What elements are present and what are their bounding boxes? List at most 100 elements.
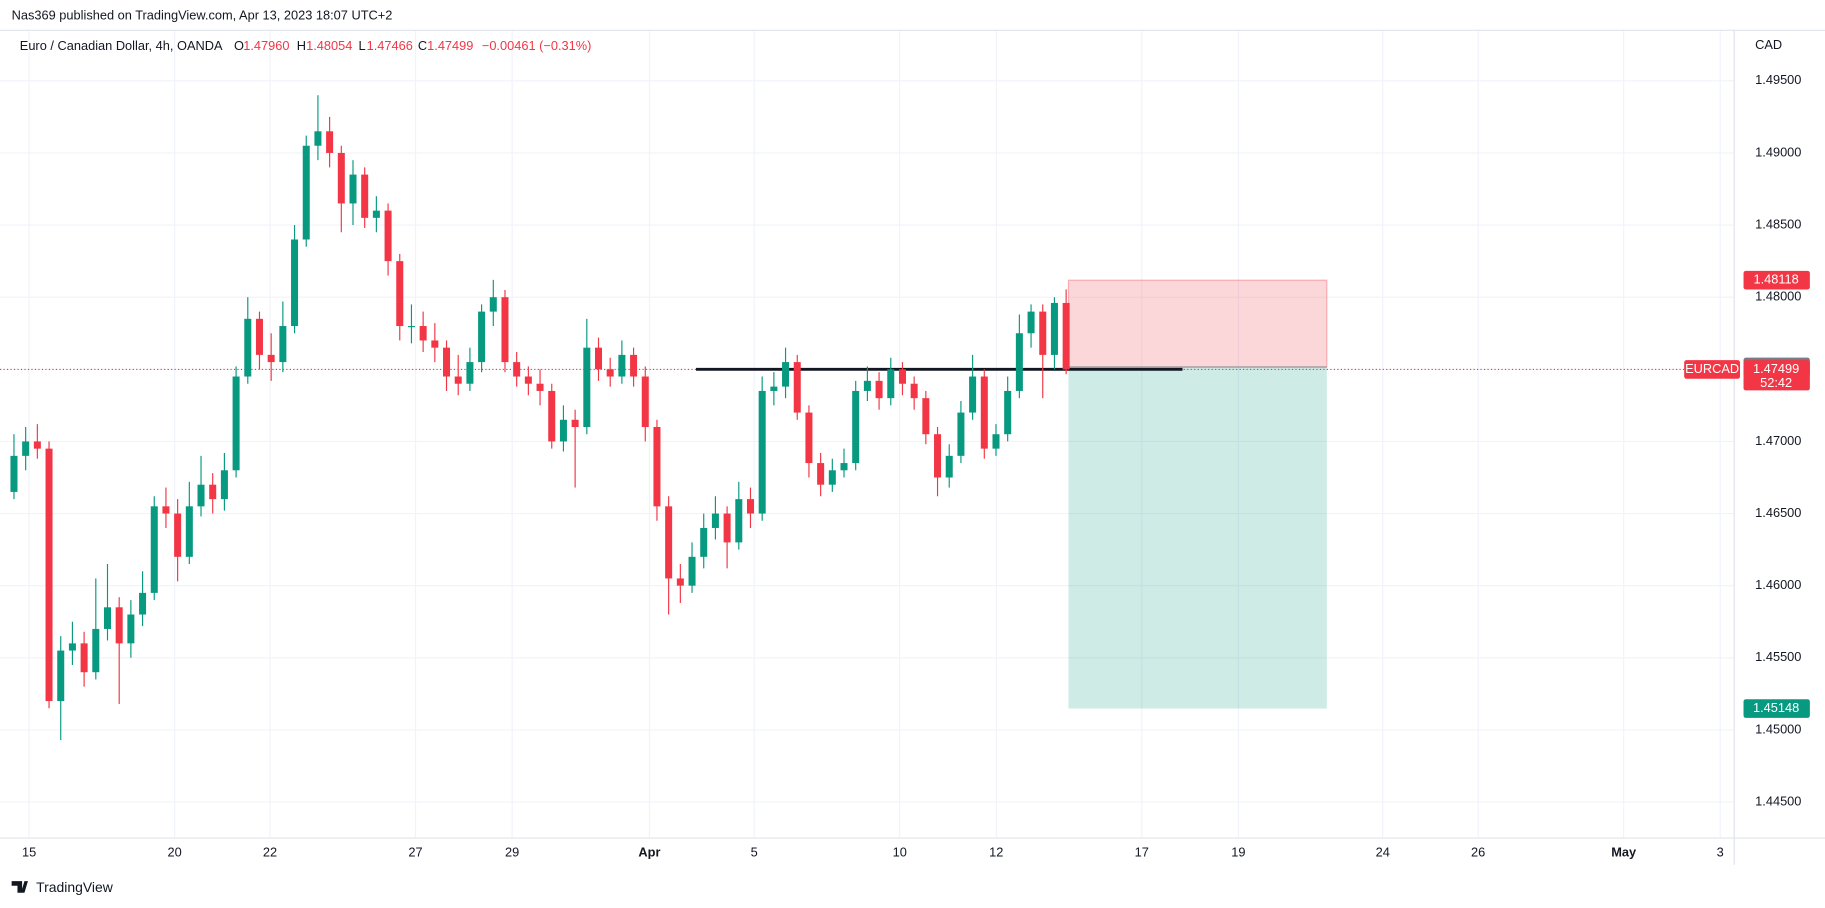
candle-body xyxy=(758,390,766,514)
symbol-tag-bg xyxy=(1684,360,1741,379)
candle-body xyxy=(583,347,591,428)
c-label: C xyxy=(418,38,427,53)
candle-body xyxy=(174,513,182,557)
y-tick-label: 1.48500 xyxy=(1755,216,1801,231)
y-tick-label: 1.45000 xyxy=(1755,721,1801,736)
x-tick-label: 24 xyxy=(1376,845,1390,860)
candle-body xyxy=(957,412,965,456)
brand-name: TradingView xyxy=(36,879,114,895)
candle-body xyxy=(1050,302,1058,355)
candle-body xyxy=(92,628,100,673)
candle-body xyxy=(513,362,521,377)
candle-body xyxy=(466,362,474,384)
x-tick-label: 17 xyxy=(1135,845,1149,860)
candle-body xyxy=(969,376,977,413)
candle-body xyxy=(910,383,918,399)
y-tick-label: 1.48000 xyxy=(1755,289,1801,304)
y-tick-label: 1.47000 xyxy=(1755,433,1801,448)
x-tick-label: 3 xyxy=(1717,845,1724,860)
x-tick-label: May xyxy=(1611,845,1637,860)
candle-body xyxy=(103,607,112,629)
candle-body xyxy=(267,354,275,363)
candle-body xyxy=(641,376,649,428)
target-zone xyxy=(1068,366,1327,709)
candle-body xyxy=(150,506,158,593)
candle-body xyxy=(372,210,380,218)
candle-body xyxy=(688,556,696,586)
candle-body xyxy=(255,318,263,355)
candle-body xyxy=(454,376,462,384)
candle-body xyxy=(630,354,638,377)
candle-body xyxy=(361,174,369,218)
candle-body xyxy=(489,297,497,312)
candle-body xyxy=(980,376,988,449)
x-tick-label: 10 xyxy=(893,845,907,860)
candle-body xyxy=(162,506,170,514)
candle-body xyxy=(314,131,322,146)
candle-body xyxy=(723,513,731,543)
candle-body xyxy=(700,527,708,557)
candle-body xyxy=(618,354,626,377)
last-price-tag-bg xyxy=(1743,360,1810,391)
candle-body xyxy=(349,174,357,204)
o-label: O xyxy=(234,38,244,53)
target-tag: 1.45148 xyxy=(1753,700,1799,715)
candle-body xyxy=(45,448,53,702)
candle-body xyxy=(548,390,556,442)
l-value: 1.47466 xyxy=(367,38,413,53)
candle-body xyxy=(524,376,532,384)
candle-body xyxy=(431,340,439,348)
candle-body xyxy=(1039,311,1047,355)
candle-body xyxy=(770,386,778,391)
stop-zone xyxy=(1067,279,1328,368)
x-tick-label: Apr xyxy=(638,845,660,860)
candle-body xyxy=(419,326,427,341)
symbol-tag: EURCAD xyxy=(1685,361,1739,376)
publisher-line: Nas369 published on TradingView.com, Apr… xyxy=(12,8,393,23)
x-tick-label: 20 xyxy=(167,845,181,860)
h-label: H xyxy=(297,38,306,53)
candle-body xyxy=(863,380,871,391)
l-label: L xyxy=(358,38,365,53)
candle-body xyxy=(197,484,205,507)
candle-body xyxy=(443,347,451,377)
candle-body xyxy=(68,643,76,651)
candle-body xyxy=(676,578,684,586)
candle-body xyxy=(115,607,123,644)
candle-body xyxy=(478,311,486,363)
candle-body xyxy=(57,650,65,702)
x-tick-label: 22 xyxy=(263,845,277,860)
y-tick-label: 1.44500 xyxy=(1755,793,1801,808)
x-tick-label: 5 xyxy=(751,845,758,860)
candle-body xyxy=(817,463,825,485)
change: −0.00461 (−0.31%) xyxy=(482,38,592,53)
candle-body xyxy=(594,347,603,370)
candle-body xyxy=(992,434,1000,449)
candle-body xyxy=(840,463,848,471)
legend: Euro / Canadian Dollar, 4h, OANDA O 1.47… xyxy=(20,38,592,53)
target-tag-bg xyxy=(1743,699,1810,718)
candle-body xyxy=(127,614,135,644)
candle-body xyxy=(232,376,240,471)
last-price-tag: 1.47499 xyxy=(1753,361,1799,376)
candle-body xyxy=(1027,311,1035,334)
symbol: Euro / Canadian Dollar, 4h, OANDA xyxy=(20,38,223,53)
candle-body xyxy=(828,470,836,485)
candle-body xyxy=(33,441,41,449)
candle-body xyxy=(852,390,860,464)
y-tick-label: 1.49500 xyxy=(1755,72,1801,87)
candle-body xyxy=(805,412,813,464)
candle-body xyxy=(209,484,217,500)
x-tick-label: 15 xyxy=(22,845,36,860)
stop-tag-bg xyxy=(1743,270,1810,290)
candle-body xyxy=(653,427,661,507)
candle-body xyxy=(922,398,930,435)
candle-body xyxy=(887,369,895,399)
candle-body xyxy=(1062,302,1070,370)
x-tick-label: 12 xyxy=(989,845,1003,860)
candle-body xyxy=(665,506,673,579)
x-tick-label: 26 xyxy=(1471,845,1485,860)
candle-body xyxy=(501,297,509,363)
stop-tag: 1.48118 xyxy=(1753,272,1798,287)
